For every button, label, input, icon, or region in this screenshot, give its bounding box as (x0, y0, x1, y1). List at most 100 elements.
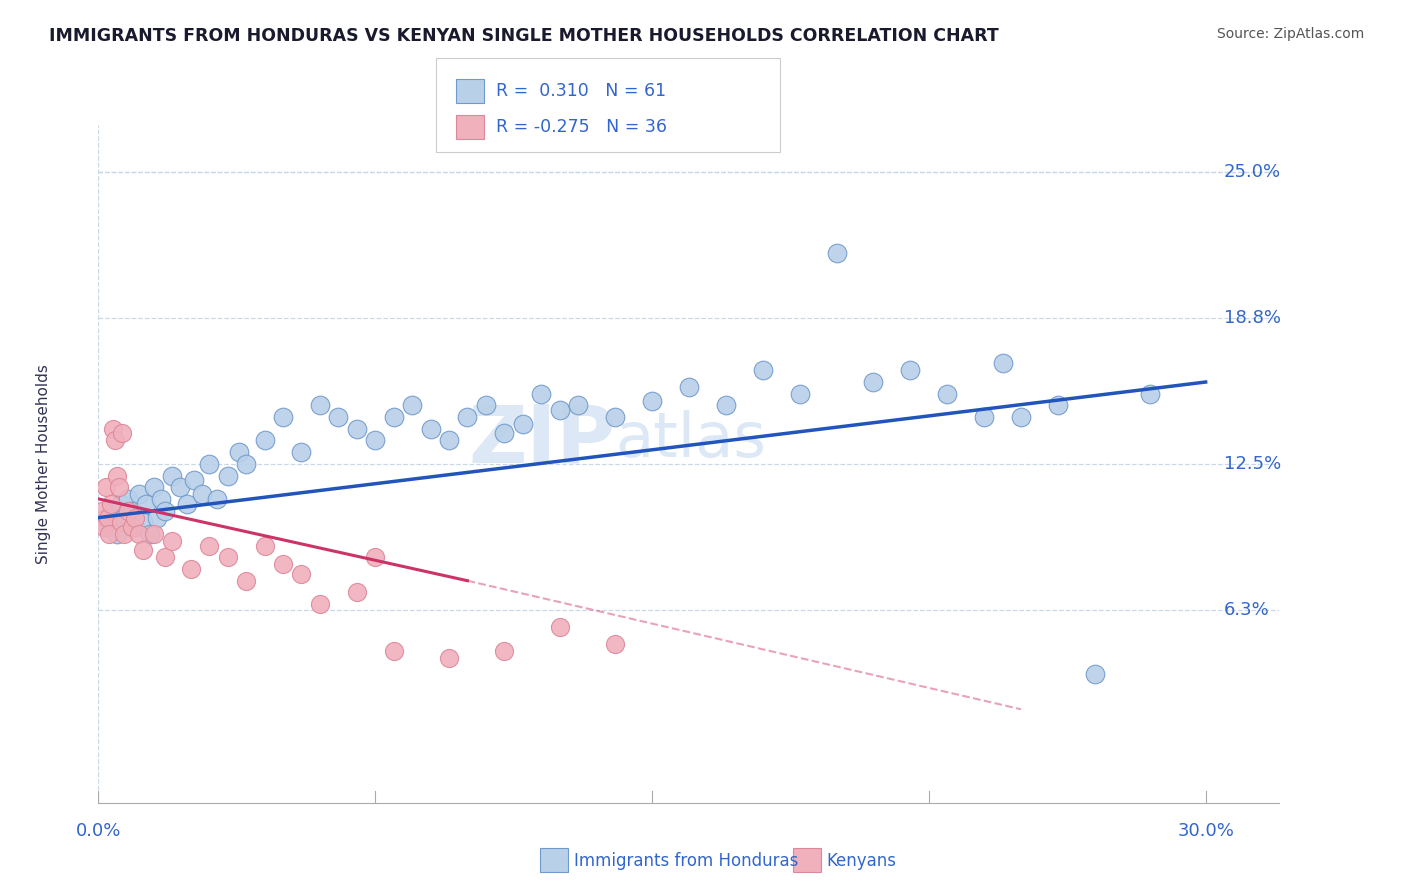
Point (530, 386, 553, 401)
Point (382, 644, 405, 658)
Point (235, 574, 257, 588)
Point (104, 434, 127, 448)
Point (1010, 410, 1032, 425)
Point (364, 550, 387, 565)
Point (228, 445, 250, 459)
Point (290, 445, 312, 459)
Point (308, 398, 332, 412)
Point (132, 516, 155, 530)
Point (346, 585, 368, 599)
Point (308, 597, 332, 611)
Point (290, 566, 312, 581)
Point (94, 510, 117, 524)
Point (494, 644, 516, 658)
Point (103, 422, 125, 436)
Point (128, 487, 150, 501)
Point (105, 468, 128, 483)
Point (253, 539, 276, 553)
Point (364, 434, 387, 448)
Point (973, 410, 995, 425)
Text: 30.0%: 30.0% (1177, 822, 1234, 839)
Point (898, 363, 921, 377)
Text: R =  0.310   N = 61: R = 0.310 N = 61 (496, 82, 666, 101)
Text: atlas: atlas (616, 410, 766, 470)
Point (132, 543, 155, 558)
Point (751, 363, 773, 377)
Point (419, 422, 441, 436)
Point (382, 410, 405, 425)
Point (150, 491, 173, 506)
Text: ZIP: ZIP (468, 401, 616, 480)
Point (437, 651, 460, 665)
Text: Single Mother Households: Single Mother Households (35, 364, 51, 564)
Point (124, 510, 146, 524)
Point (1139, 386, 1161, 401)
Point (117, 503, 139, 517)
Point (107, 480, 129, 494)
Text: IMMIGRANTS FROM HONDURAS VS KENYAN SINGLE MOTHER HOUSEHOLDS CORRELATION CHART: IMMIGRANTS FROM HONDURAS VS KENYAN SINGL… (49, 27, 998, 45)
Point (253, 434, 276, 448)
Point (825, 246, 848, 260)
Text: 12.5%: 12.5% (1225, 455, 1281, 473)
Point (328, 410, 350, 425)
Point (121, 503, 143, 517)
Text: 0.0%: 0.0% (76, 822, 121, 839)
Point (97, 510, 120, 524)
Point (548, 403, 571, 417)
Point (111, 426, 134, 441)
Point (94, 480, 117, 494)
Point (142, 480, 165, 494)
Point (103, 503, 125, 517)
Point (789, 386, 811, 401)
Point (105, 527, 128, 541)
Point (153, 550, 176, 565)
Point (112, 510, 135, 524)
Point (567, 398, 589, 412)
Point (205, 491, 228, 506)
Text: 6.3%: 6.3% (1225, 601, 1270, 619)
Text: R = -0.275   N = 36: R = -0.275 N = 36 (496, 118, 668, 136)
Text: Source: ZipAtlas.com: Source: ZipAtlas.com (1216, 27, 1364, 41)
Point (162, 533, 183, 548)
Point (100, 497, 122, 511)
Point (605, 410, 627, 425)
Point (135, 497, 157, 511)
Point (936, 386, 959, 401)
Point (346, 422, 368, 436)
Point (456, 410, 478, 425)
Point (190, 487, 214, 501)
Point (153, 503, 176, 517)
Point (91, 503, 114, 517)
Point (98, 520, 121, 534)
Point (217, 468, 239, 483)
Point (112, 527, 135, 541)
Point (641, 393, 664, 408)
Point (139, 527, 162, 541)
Point (93, 520, 115, 534)
Point (198, 539, 221, 553)
Text: 25.0%: 25.0% (1225, 162, 1281, 181)
Point (1046, 398, 1069, 412)
Point (271, 410, 294, 425)
Point (121, 520, 143, 534)
Point (162, 468, 183, 483)
Point (110, 497, 132, 511)
Point (678, 380, 700, 394)
Point (512, 417, 534, 431)
Point (198, 457, 221, 471)
Point (437, 434, 460, 448)
Point (605, 637, 627, 651)
Point (475, 398, 498, 412)
Point (98, 527, 121, 541)
Point (401, 398, 423, 412)
Text: Immigrants from Honduras: Immigrants from Honduras (574, 852, 799, 870)
Point (991, 356, 1014, 370)
Point (146, 510, 169, 524)
Point (1084, 667, 1107, 681)
Point (494, 426, 516, 441)
Point (142, 527, 165, 541)
Point (548, 620, 571, 634)
Point (128, 527, 150, 541)
Text: Kenyans: Kenyans (827, 852, 897, 870)
Point (271, 558, 294, 572)
